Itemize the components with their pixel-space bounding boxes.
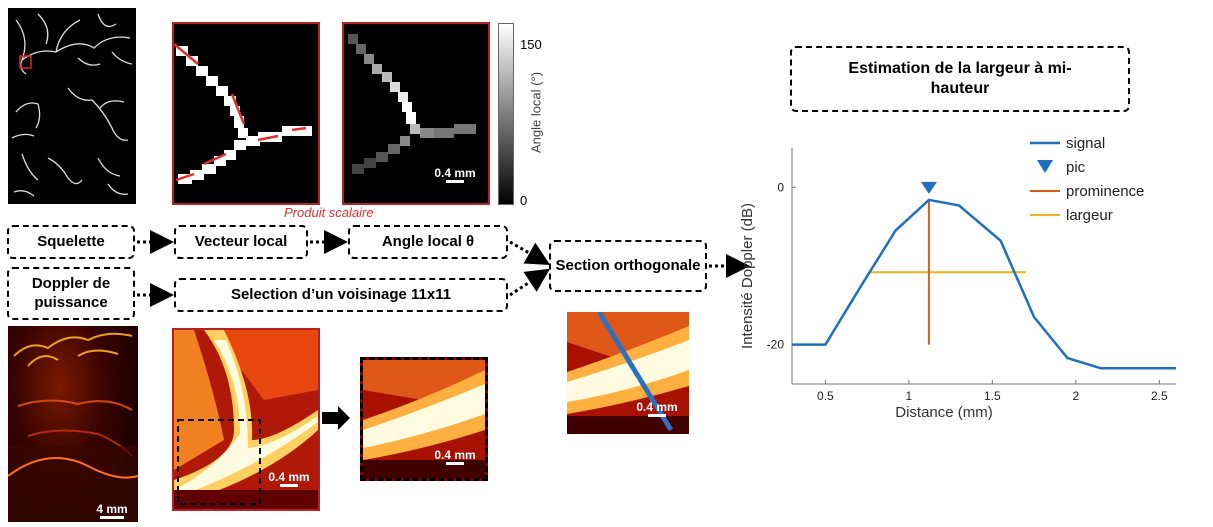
legend-pic-swatch [1037, 160, 1053, 173]
scalebar-section-label: 0.4 mm [636, 400, 678, 414]
x-tick-label: 2 [1072, 389, 1079, 403]
x-tick-label: 0.5 [817, 389, 834, 403]
scalebar-zoom: 0.4 mm [429, 448, 481, 465]
orthogonal-section-image: 0.4 mm [567, 312, 689, 434]
y-tick-label: -20 [767, 338, 785, 352]
box-angle-local: Angle local θ [348, 225, 508, 259]
scalebar-angle: 0.4 mm [430, 166, 480, 183]
legend-label: prominence [1066, 183, 1144, 200]
skeleton-image [8, 8, 136, 204]
scalebar-doppler: 4 mm [90, 502, 134, 519]
zoomed-neighborhood-image: 0.4 mm [360, 357, 488, 481]
legend-label: largeur [1066, 207, 1113, 224]
scalebar-zoom-label: 0.4 mm [434, 448, 476, 462]
box-voisinage: Selection d’un voisinage 11x11 [174, 278, 508, 312]
local-angle-image: 0.4 mm [342, 22, 490, 205]
colorbar-min-label: 0 [520, 193, 528, 208]
x-tick-label: 2.5 [1151, 389, 1168, 403]
fwhm-chart: 0.5 1 1.5 2 2.5 0 -20 Distance (mm) Intensité Do… [739, 135, 1176, 421]
doppler-image: 4 mm [8, 326, 138, 522]
doppler-crop-image: 0.4 mm [172, 328, 320, 511]
annotation-produit-scalaire: Produit scalaire [284, 205, 374, 220]
scalebar-crop-label: 0.4 mm [268, 470, 310, 484]
box-section-orthogonale: Section orthogonale [549, 240, 707, 292]
box-doppler: Doppler de puissance [7, 267, 135, 320]
scalebar-section: 0.4 mm [631, 400, 683, 417]
legend-label: signal [1066, 135, 1105, 152]
scalebar-doppler-label: 4 mm [96, 502, 128, 516]
box-vecteur-local: Vecteur local [174, 225, 308, 259]
local-vector-image [172, 22, 320, 205]
y-axis-label: Intensité Doppler (dB) [739, 203, 756, 349]
scalebar-angle-label: 0.4 mm [434, 166, 476, 180]
legend-label: pic [1066, 159, 1086, 176]
x-tick-label: 1.5 [984, 389, 1001, 403]
x-axis-label: Distance (mm) [895, 404, 993, 421]
signal-line [792, 198, 1176, 370]
x-tick-label: 1 [906, 389, 913, 403]
arrow-right-icon [322, 406, 350, 430]
y-tick-label: 0 [777, 180, 784, 194]
scalebar-crop: 0.4 mm [262, 470, 316, 487]
peak-marker [920, 181, 937, 194]
box-squelette: Squelette [7, 225, 135, 259]
colorbar [498, 23, 514, 205]
colorbar-max-label: 150 [520, 37, 542, 52]
box-estimation: Estimation de la largeur à mi-hauteur [790, 46, 1130, 112]
